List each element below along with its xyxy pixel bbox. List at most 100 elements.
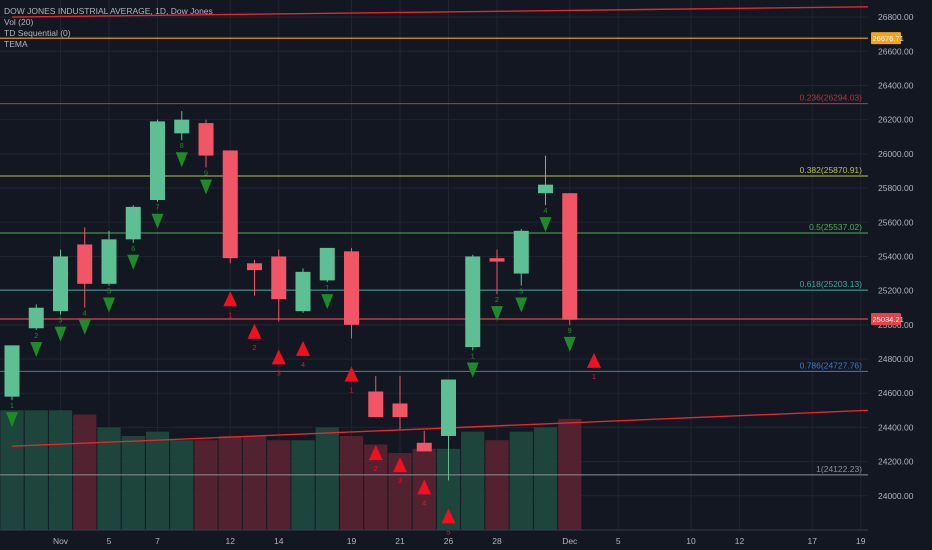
volume-bar — [485, 440, 509, 530]
time-tick-label: 17 — [808, 536, 818, 546]
candle-body — [368, 391, 384, 418]
horizontal-levels: 0.236(26294.03) 0.382(25870.91) 0.5(25537.… — [0, 37, 868, 476]
price-tick-label: 24000.00 — [878, 491, 914, 501]
time-tick-label: 26 — [444, 536, 454, 546]
td-sell-marker — [417, 479, 432, 495]
candle-body — [198, 123, 214, 156]
candle-body — [125, 206, 141, 240]
td-sell-count: 2 — [252, 343, 256, 352]
candle-body — [174, 119, 190, 134]
fib-level-label: 0.786(24727.76) — [800, 360, 863, 370]
time-tick-label: Dec — [562, 536, 578, 546]
time-tick-label: 12 — [226, 536, 236, 546]
candle-body — [513, 230, 529, 274]
symbol-title[interactable]: DOW JONES INDUSTRIAL AVERAGE, 1D, Dow Jo… — [4, 6, 213, 16]
td-buy-count: 9 — [204, 169, 208, 178]
fib-level-label: 0.382(25870.91) — [800, 165, 863, 175]
td-buy-count: 4 — [543, 206, 547, 215]
candle-body — [101, 239, 117, 284]
td-sell-count: 2 — [374, 464, 378, 473]
time-tick-label: 10 — [686, 536, 696, 546]
candle-body — [150, 121, 165, 201]
td-buy-marker — [78, 319, 91, 335]
price-tick-label: 25200.00 — [878, 286, 914, 296]
td-buy-marker — [30, 341, 43, 357]
price-tick-label: 26800.00 — [878, 12, 914, 22]
td-buy-marker — [466, 362, 479, 378]
fib-level-label: 0.5(25537.02) — [809, 222, 862, 232]
td-buy-count: 5 — [107, 287, 111, 296]
price-level-badge — [871, 32, 901, 45]
td-buy-count: 1 — [10, 401, 14, 410]
time-tick-label: 19 — [347, 536, 357, 546]
volume-bar — [291, 440, 315, 530]
td-buy-count: 1 — [325, 283, 329, 292]
time-axis[interactable]: Nov 5 7 12 14 19 21 26 28 Dec 5 10 12 17 19 — [0, 529, 868, 546]
volume-bar — [364, 444, 388, 530]
trendline — [11, 6, 869, 18]
td-buy-marker — [54, 326, 67, 342]
td-sell-marker — [247, 323, 262, 339]
price-level-badge — [871, 312, 901, 325]
td-sequential-markers: 1 2 3 4 5 6 7 8 9 1 1 2 3 4 9 1 2 3 4 1 2 3 4 5 1 — [6, 141, 601, 536]
volume-bar — [388, 453, 412, 530]
td-buy-count: 3 — [519, 287, 523, 296]
td-buy-count: 3 — [58, 316, 62, 325]
volume-bar — [315, 427, 339, 530]
volume-bar — [533, 427, 558, 530]
candle-body — [344, 251, 359, 325]
price-tick-label: 25600.00 — [878, 217, 914, 227]
td-sell-marker — [271, 349, 286, 365]
candle-body — [562, 193, 578, 320]
td-buy-marker — [175, 152, 188, 168]
td-buy-marker — [321, 294, 334, 310]
td-buy-marker — [491, 306, 503, 322]
td-sell-marker — [393, 457, 407, 473]
volume-bar — [97, 427, 121, 530]
candles[interactable] — [4, 111, 578, 481]
td-sell-count: 1 — [592, 372, 596, 381]
td-sell-count: 5 — [446, 527, 450, 536]
candle-body — [77, 244, 93, 284]
price-tick-label: 25400.00 — [878, 251, 914, 261]
price-tick-label: 26000.00 — [878, 149, 914, 159]
td-buy-count: 2 — [495, 295, 499, 304]
td-buy-marker — [151, 213, 164, 229]
td-sell-count: 4 — [422, 498, 426, 507]
indicator-legend: DOW JONES INDUSTRIAL AVERAGE, 1D, Dow Jo… — [4, 6, 213, 50]
price-tick-label: 24200.00 — [878, 457, 914, 467]
time-tick-label: 21 — [395, 536, 405, 546]
td-sequential-label[interactable]: TD Sequential (0) — [4, 28, 71, 38]
time-tick-label: 7 — [155, 536, 160, 546]
td-buy-count: 6 — [131, 244, 135, 253]
volume-bar — [121, 435, 145, 530]
trendlines — [11, 6, 869, 447]
price-tick-label: 24400.00 — [878, 422, 914, 432]
td-buy-count: 9 — [568, 326, 572, 335]
candle-body — [489, 258, 505, 262]
candle-body — [28, 307, 44, 329]
td-buy-count: 8 — [180, 141, 184, 150]
price-axis[interactable]: 24000.00 24200.00 24400.00 24600.00 24800.00… — [868, 0, 932, 550]
td-buy-count: 2 — [34, 331, 38, 340]
td-sell-count: 4 — [301, 360, 305, 369]
volume-indicator-label[interactable]: Vol (20) — [4, 17, 34, 27]
fib-level-label: 0.236(26294.03) — [800, 93, 863, 103]
price-level-badge-text: 26676.71 — [873, 34, 904, 43]
td-buy-marker — [563, 336, 576, 352]
volume-bar — [242, 435, 267, 530]
price-tick-label: 24600.00 — [878, 388, 914, 398]
volume-bar — [461, 431, 485, 530]
td-buy-count: 7 — [155, 203, 159, 212]
td-sell-count: 3 — [398, 476, 402, 485]
volume-bar — [145, 431, 170, 530]
price-tick-label: 26400.00 — [878, 80, 914, 90]
tema-label[interactable]: TEMA — [4, 39, 28, 49]
price-level-badge-text: 25034.21 — [873, 315, 904, 324]
td-buy-marker — [6, 412, 18, 428]
fib-level-label: 0.618(25203.13) — [800, 279, 863, 289]
price-axis-background — [868, 0, 932, 550]
volume-bar — [218, 435, 242, 530]
td-sell-marker — [296, 340, 310, 356]
